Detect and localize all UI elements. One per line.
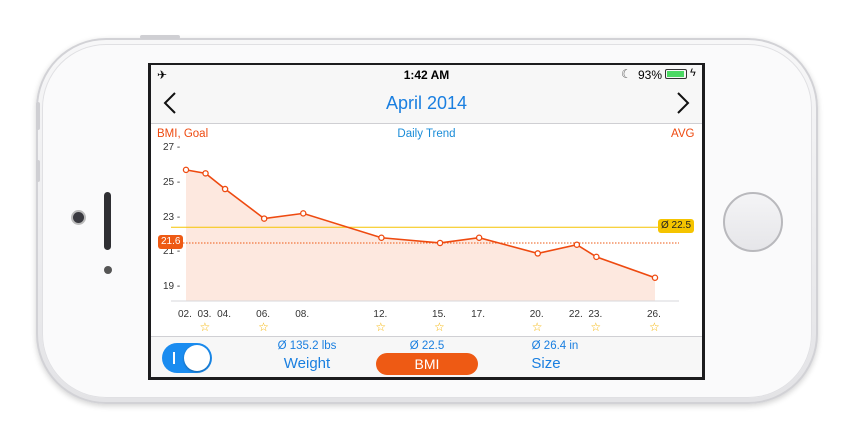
battery-percent: 93% xyxy=(638,68,663,82)
nav-bar: April 2014 xyxy=(151,85,702,124)
bmi-area-fill xyxy=(186,169,655,301)
power-button xyxy=(140,35,180,39)
toggle-knob xyxy=(184,345,210,371)
x-tick-label: 26. xyxy=(647,309,661,320)
bmi-line xyxy=(185,169,656,279)
x-tick-label: 06. xyxy=(256,309,271,320)
bmi-point xyxy=(436,239,444,247)
volume-button-mid xyxy=(36,160,40,182)
chart-series-label: BMI, Goal xyxy=(157,128,209,140)
proximity-sensor xyxy=(104,266,112,274)
goal-badge: 21.6 xyxy=(158,235,184,249)
x-tick-label: 15. xyxy=(432,309,446,320)
y-tick-label: 23 - xyxy=(163,211,181,223)
bmi-point xyxy=(378,234,385,241)
bottom-bar: Ø 135.2 lbs Weight Ø 22.5 BMI Ø 26.4 in … xyxy=(151,336,702,377)
bmi-point xyxy=(475,234,483,241)
bmi-tab[interactable]: BMI xyxy=(376,353,478,375)
moon-icon: ☾ xyxy=(621,67,632,81)
bmi-point xyxy=(202,170,209,177)
status-time: 1:42 AM xyxy=(403,68,450,82)
bmi-average: Ø 22.5 xyxy=(409,340,445,352)
status-bar: ✈ 1:42 AM ☾ 93% ϟ xyxy=(151,65,702,85)
star-icon: ☆ xyxy=(375,320,387,334)
charging-icon: ϟ xyxy=(690,67,696,79)
page-title: April 2014 xyxy=(385,93,468,113)
bmi-point xyxy=(534,250,541,257)
avg-badge: Ø 22.5 xyxy=(658,219,695,233)
chevron-left-icon[interactable] xyxy=(163,91,177,120)
volume-button-top xyxy=(36,102,40,130)
bmi-point xyxy=(573,241,581,248)
x-tick-label: 02. xyxy=(178,309,192,320)
y-tick-label: 27 - xyxy=(163,142,181,153)
toggle-on-mark xyxy=(173,352,175,364)
x-tick-label: 08. xyxy=(295,309,310,320)
weight-average: Ø 135.2 lbs xyxy=(277,340,337,352)
airplane-icon: ✈ xyxy=(157,68,168,82)
bmi-point xyxy=(299,210,307,217)
y-tick-label: 21 - xyxy=(163,246,181,258)
bmi-point xyxy=(651,274,659,282)
chart-avg-label: AVG xyxy=(671,128,695,140)
x-tick-label: 22. xyxy=(568,309,583,320)
chart-title: Daily Trend xyxy=(397,128,456,140)
x-tick-label: 03. xyxy=(197,309,212,320)
star-icon: ☆ xyxy=(258,320,269,334)
x-tick-label: 23. xyxy=(588,309,603,320)
earpiece-speaker xyxy=(104,192,111,250)
star-icon: ☆ xyxy=(649,320,660,334)
bmi-point xyxy=(593,253,600,261)
bmi-point xyxy=(260,215,268,222)
size-tab[interactable]: Size xyxy=(531,355,561,372)
chevron-right-icon[interactable] xyxy=(676,91,690,120)
bmi-point xyxy=(221,185,229,193)
x-tick-label: 17. xyxy=(471,309,486,320)
star-icon: ☆ xyxy=(590,320,602,334)
star-icon: ☆ xyxy=(434,320,445,334)
home-button[interactable] xyxy=(723,192,783,252)
star-icon: ☆ xyxy=(199,320,211,334)
y-tick-label: 25 - xyxy=(163,176,181,188)
star-icon: ☆ xyxy=(531,320,543,334)
battery-icon xyxy=(665,69,687,79)
bmi-chart xyxy=(171,166,679,302)
x-tick-label: 12. xyxy=(373,309,388,320)
weight-tab[interactable]: Weight xyxy=(283,355,331,372)
front-camera xyxy=(73,212,84,223)
app-screen: ✈ 1:42 AM ☾ 93% ϟ April 2014 BMI, Goal D… xyxy=(151,65,702,377)
x-tick-label: 04. xyxy=(217,309,231,320)
display-toggle[interactable] xyxy=(162,343,212,373)
bmi-point xyxy=(182,166,190,174)
x-tick-label: 20. xyxy=(529,309,544,320)
size-average: Ø 26.4 in xyxy=(531,340,579,352)
y-tick-label: 19 - xyxy=(163,281,181,293)
